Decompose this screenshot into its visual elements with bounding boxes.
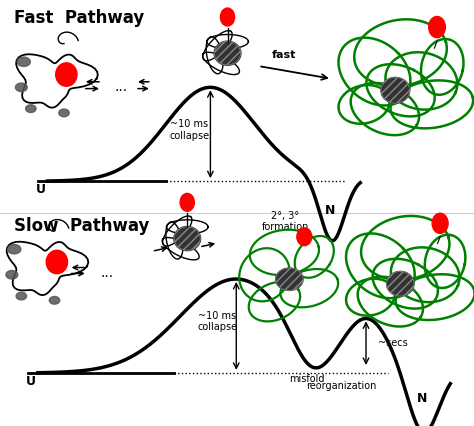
Ellipse shape: [8, 245, 21, 254]
Ellipse shape: [59, 109, 69, 117]
Text: Slow  Pathway: Slow Pathway: [14, 217, 150, 235]
Ellipse shape: [220, 8, 235, 26]
Text: N: N: [325, 204, 336, 218]
Text: misfold: misfold: [289, 374, 325, 384]
Ellipse shape: [26, 105, 36, 112]
Text: ~10 ms
collapse: ~10 ms collapse: [197, 311, 237, 332]
Ellipse shape: [174, 227, 200, 250]
Ellipse shape: [432, 213, 448, 233]
Ellipse shape: [56, 63, 77, 86]
Ellipse shape: [387, 271, 414, 296]
Text: ...: ...: [114, 81, 128, 94]
Ellipse shape: [16, 292, 27, 300]
Text: 2°, 3°
formation: 2°, 3° formation: [261, 211, 309, 233]
Text: U: U: [26, 375, 36, 388]
Text: ~10 ms
collapse: ~10 ms collapse: [169, 119, 209, 141]
Ellipse shape: [46, 250, 67, 274]
Ellipse shape: [49, 296, 60, 304]
Ellipse shape: [15, 83, 27, 92]
Ellipse shape: [6, 271, 18, 279]
Text: fast: fast: [272, 49, 297, 60]
Text: N: N: [417, 392, 428, 405]
Text: ~secs: ~secs: [378, 338, 408, 348]
Text: U: U: [36, 183, 46, 196]
Ellipse shape: [180, 193, 194, 211]
Ellipse shape: [276, 268, 303, 291]
Ellipse shape: [381, 78, 410, 103]
Ellipse shape: [297, 228, 312, 246]
Text: reorganization: reorganization: [306, 381, 376, 391]
Ellipse shape: [428, 17, 446, 37]
Text: ...: ...: [100, 266, 113, 279]
Text: Fast  Pathway: Fast Pathway: [14, 9, 145, 26]
Ellipse shape: [214, 42, 240, 65]
Ellipse shape: [17, 57, 30, 66]
